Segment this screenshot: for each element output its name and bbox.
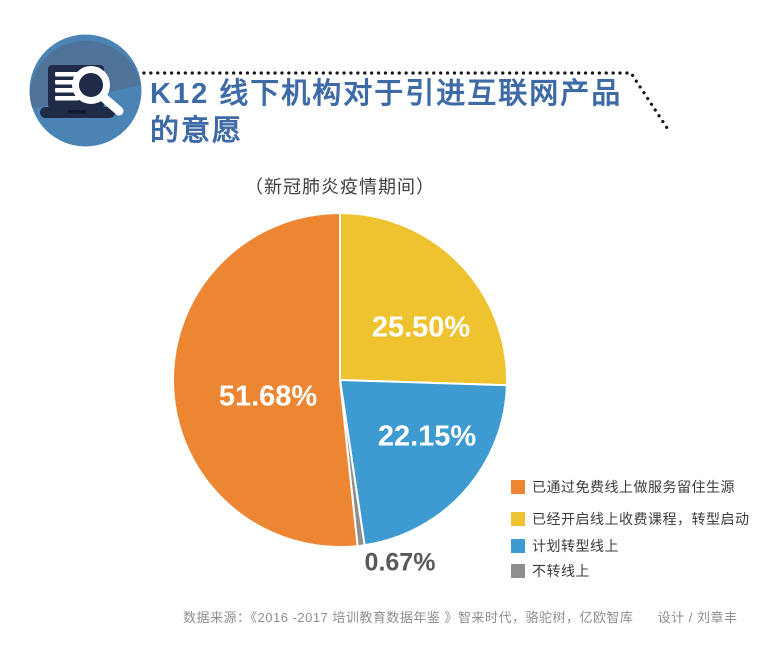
legend-swatch xyxy=(511,539,525,553)
chart-legend: 已通过免费线上做服务留住生源 已经开启线上收费课程，转型启动 计划转型线上 不转… xyxy=(511,479,761,580)
legend-item: 已通过免费线上做服务留住生源 xyxy=(511,479,761,496)
legend-label: 计划转型线上 xyxy=(532,538,619,554)
page-title-line2: 的意愿 xyxy=(150,115,244,147)
legend-item: 已经开启线上收费课程，转型启动 xyxy=(511,511,761,528)
chart-subtitle: （新冠肺炎疫情期间） xyxy=(245,177,435,197)
footer: 数据来源：《2016 -2017 培训教育数据年鉴 》智来时代，骆驼树，亿欧智库… xyxy=(183,607,763,626)
laptop-icon xyxy=(40,65,115,118)
laptop-search-icon xyxy=(28,33,143,148)
legend-label: 不转线上 xyxy=(532,563,590,579)
page-title: K12 线下机构对于引进互联网产品 的意愿 xyxy=(150,76,670,150)
legend-label: 已通过免费线上做服务留住生源 xyxy=(532,479,735,495)
pie-value-label-0: 51.68% xyxy=(219,381,318,413)
pie-slice-1 xyxy=(339,212,508,387)
legend-swatch xyxy=(511,480,525,494)
pie-slice-0 xyxy=(172,212,359,548)
pie-value-label-3: 0.67% xyxy=(365,549,436,577)
pie-slice-2 xyxy=(339,379,508,547)
legend-item: 不转线上 xyxy=(511,563,761,580)
dotted-border-line xyxy=(135,71,671,133)
designer-credit: 设计 / 刘章丰 xyxy=(657,610,738,625)
legend-swatch xyxy=(511,564,525,578)
magnifier-icon xyxy=(72,66,124,116)
pie-value-label-1: 25.50% xyxy=(372,312,471,344)
page-title-line1: K12 线下机构对于引进互联网产品 xyxy=(150,78,623,110)
legend-item: 计划转型线上 xyxy=(511,538,761,555)
data-source-text: 数据来源：《2016 -2017 培训教育数据年鉴 》智来时代，骆驼树，亿欧智库 xyxy=(183,610,634,625)
legend-swatch xyxy=(511,512,525,526)
legend-label: 已经开启线上收费课程，转型启动 xyxy=(532,511,750,527)
pie-value-label-2: 22.15% xyxy=(378,421,477,453)
